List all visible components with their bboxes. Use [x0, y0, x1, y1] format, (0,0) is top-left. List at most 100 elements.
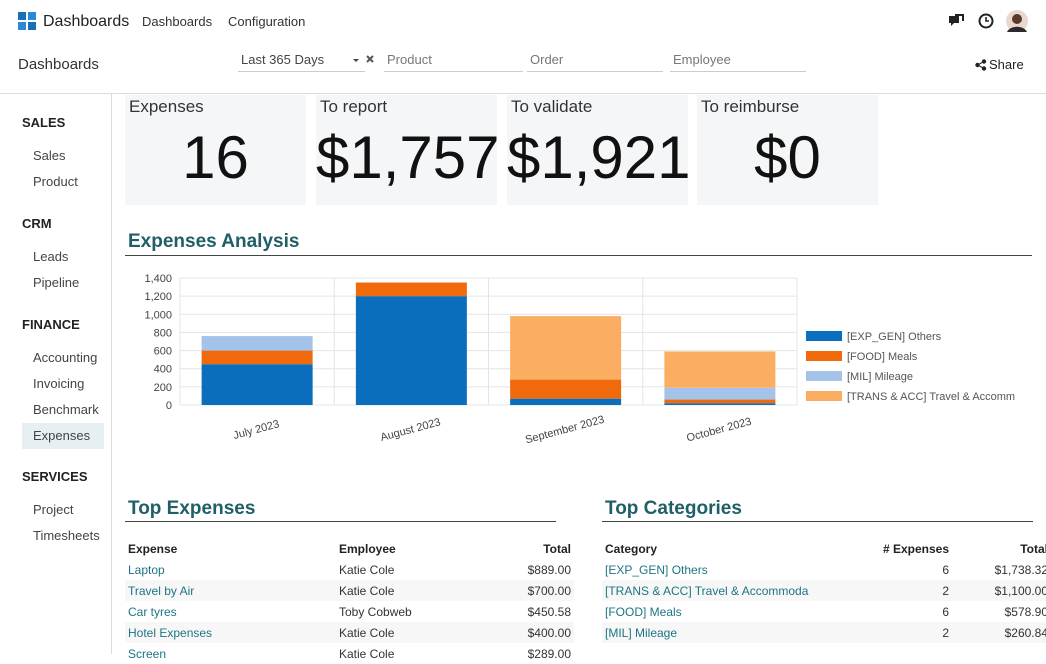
- date-filter[interactable]: Last 365 Days: [238, 51, 365, 72]
- column-header: Employee: [339, 541, 396, 556]
- table-row[interactable]: [EXP_GEN] Others 6 $1,738.32: [602, 559, 1046, 580]
- table-cell: 2: [858, 622, 952, 643]
- systray[interactable]: [946, 10, 1036, 34]
- table-cell: $889.00: [527, 562, 571, 577]
- section-title: Top Expenses: [128, 498, 256, 519]
- table-cell[interactable]: [TRANS & ACC] Travel & Accommoda: [602, 580, 858, 601]
- divider: [125, 521, 556, 522]
- table-cell[interactable]: Hotel Expenses: [125, 622, 336, 643]
- legend-label: [MIL] Mileage: [847, 371, 913, 383]
- bar-segment: [355, 296, 467, 405]
- column-header: Total: [543, 541, 571, 556]
- menu-item[interactable]: Dashboards: [142, 14, 213, 29]
- y-tick-label: 1,400: [144, 273, 172, 285]
- kpi-label: To report: [320, 97, 388, 116]
- filter-controls[interactable]: [352, 55, 378, 69]
- table-row[interactable]: Laptop Katie Cole $889.00: [125, 559, 574, 580]
- kpi-card[interactable]: To report $1,757: [316, 95, 500, 205]
- x-tick-label: October 2023: [685, 416, 752, 445]
- table-cell[interactable]: [EXP_GEN] Others: [605, 562, 708, 577]
- table-row[interactable]: Travel by Air Katie Cole $700.00: [125, 580, 574, 601]
- app-name[interactable]: Dashboards: [43, 13, 130, 30]
- bar-segment: [510, 398, 622, 405]
- bar-segment: [201, 350, 313, 365]
- table-cell[interactable]: Laptop: [128, 562, 165, 577]
- table-cell: 6: [942, 604, 949, 619]
- table-row[interactable]: Car tyres Toby Cobweb $450.58: [125, 601, 574, 622]
- bar-segment: [664, 403, 776, 405]
- table-cell: Toby Cobweb: [339, 604, 412, 619]
- column-header: Expense: [128, 541, 178, 556]
- y-tick-label: 1,200: [144, 291, 172, 303]
- kpi-value: $1,757: [316, 124, 500, 191]
- column-header: # Expenses: [882, 541, 949, 556]
- table: Category # Expenses Total [EXP_GEN] Others 6…: [602, 538, 1046, 643]
- sidebar-section: FINANCE: [22, 317, 80, 332]
- kpi-card[interactable]: Expenses 16: [125, 95, 306, 205]
- share-button[interactable]: Share: [989, 57, 1024, 72]
- table-row[interactable]: [FOOD] Meals 6 $578.90: [602, 601, 1046, 622]
- kpi-card[interactable]: To validate $1,921: [507, 95, 691, 205]
- table-cell: Katie Cole: [339, 562, 395, 577]
- section-title: Expenses Analysis: [128, 231, 300, 252]
- bar-segment: [355, 282, 467, 297]
- table-row[interactable]: [TRANS & ACC] Travel & Accommoda 2 $1,100.…: [602, 580, 1046, 601]
- y-tick-label: 200: [154, 382, 172, 394]
- y-tick-label: 0: [166, 400, 172, 412]
- share-icon[interactable]: [975, 59, 987, 71]
- sidebar-section: SERVICES: [22, 469, 88, 484]
- y-tick-label: 400: [154, 364, 172, 376]
- bar-segment: [664, 387, 776, 400]
- kpi-label: To reimburse: [701, 97, 800, 116]
- table-cell: $700.00: [462, 580, 574, 601]
- sidebar-item[interactable]: Expenses: [22, 423, 104, 449]
- filter-field[interactable]: Order: [527, 51, 663, 72]
- sidebar-item[interactable]: Leads: [33, 249, 69, 264]
- table-cell: $1,738.32: [994, 562, 1046, 577]
- divider: [602, 521, 1033, 522]
- sidebar-item[interactable]: Accounting: [33, 350, 98, 365]
- filter-field[interactable]: Employee: [670, 51, 806, 72]
- legend-label: [EXP_GEN] Others: [847, 331, 942, 343]
- table-cell[interactable]: Car tyres: [128, 604, 177, 619]
- x-tick-label: July 2023: [232, 418, 281, 442]
- sidebar-item[interactable]: Timesheets: [33, 528, 100, 543]
- menu-item[interactable]: Configuration: [228, 14, 306, 29]
- sidebar-item[interactable]: Invoicing: [33, 376, 85, 391]
- sidebar-item[interactable]: Benchmark: [33, 402, 99, 417]
- sidebar-item[interactable]: Sales: [33, 148, 66, 163]
- table-cell: Katie Cole: [336, 580, 462, 601]
- table-cell: $400.00: [462, 622, 574, 643]
- sidebar-item[interactable]: Product: [33, 174, 78, 189]
- table-cell[interactable]: [MIL] Mileage: [602, 622, 858, 643]
- chart: 0 200 400 600 800 1,000 1,200 1,400 July 2023 Aug…: [144, 273, 1015, 446]
- y-tick-label: 1,000: [144, 309, 172, 321]
- bar-segment: [664, 399, 776, 404]
- kpi-card[interactable]: To reimburse $0: [697, 95, 878, 205]
- sidebar-item[interactable]: Project: [33, 502, 74, 517]
- table-cell: Katie Cole: [336, 622, 462, 643]
- column-header: Category: [605, 541, 658, 556]
- filter-field[interactable]: Product: [384, 51, 523, 72]
- legend-swatch: [806, 331, 842, 341]
- kpi-label: To validate: [511, 97, 593, 116]
- legend-label: [TRANS & ACC] Travel & Accomm: [847, 391, 1015, 403]
- kpi-value: 16: [182, 124, 249, 191]
- y-tick-label: 800: [154, 327, 172, 339]
- bar-segment: [664, 351, 776, 388]
- divider: [0, 93, 1046, 94]
- sidebar-item[interactable]: Pipeline: [33, 275, 80, 290]
- breadcrumb: Dashboards: [18, 56, 99, 73]
- table-cell[interactable]: Travel by Air: [125, 580, 336, 601]
- table-row[interactable]: Hotel Expenses Katie Cole $400.00: [125, 622, 574, 643]
- table: Expense Employee Total Laptop Katie Cole $889…: [125, 538, 574, 664]
- legend-swatch: [806, 391, 842, 401]
- bar-segment: [201, 364, 313, 405]
- legend-swatch: [806, 351, 842, 361]
- table-cell[interactable]: [FOOD] Meals: [605, 604, 682, 619]
- legend-label: [FOOD] Meals: [847, 351, 918, 363]
- table-cell: 6: [942, 562, 949, 577]
- table-row[interactable]: [MIL] Mileage 2 $260.84: [602, 622, 1046, 643]
- kpi-label: Expenses: [129, 97, 204, 116]
